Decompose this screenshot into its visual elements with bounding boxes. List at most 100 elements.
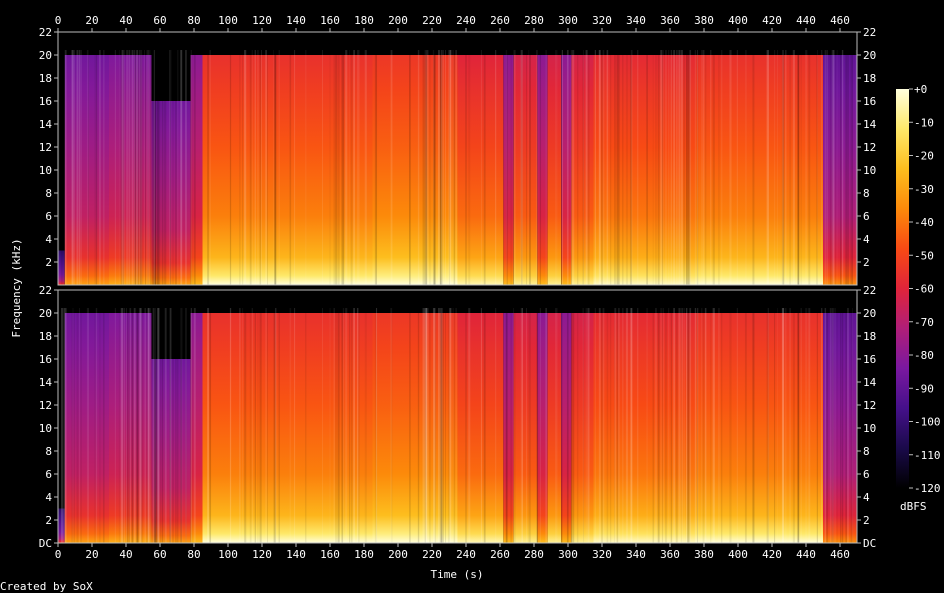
- spectrogram-texture-ch1: [356, 50, 359, 285]
- spectrogram-texture-ch2: [163, 308, 165, 543]
- spectrogram-texture-ch1: [616, 50, 619, 285]
- spectrogram-texture-ch1: [438, 50, 440, 285]
- spectrogram-segment-ch2: [372, 313, 458, 543]
- spectrogram-texture-ch2: [495, 308, 497, 543]
- spectrogram-texture-ch1: [646, 50, 648, 285]
- spectrogram-texture-ch2: [468, 308, 471, 543]
- spectrogram-texture-ch2: [180, 308, 182, 543]
- spectrogram-texture-ch1: [689, 50, 692, 285]
- spectrogram-texture-ch2: [681, 308, 682, 543]
- spectrogram-texture-ch2: [274, 308, 276, 543]
- spectrogram-texture-ch1: [433, 50, 435, 285]
- spectrogram-texture-ch1: [577, 50, 579, 285]
- spectrogram-texture-ch2: [840, 308, 842, 543]
- spectrogram-texture-ch2: [587, 308, 590, 543]
- spectrogram-texture-ch2: [521, 308, 523, 543]
- spectrogram-texture-ch1: [834, 50, 836, 285]
- spectrogram-texture-ch2: [417, 308, 419, 543]
- y-tick-label: 10: [39, 164, 52, 177]
- spectrogram-texture-ch1: [582, 50, 584, 285]
- spectrogram-texture-ch2: [58, 308, 60, 543]
- spectrogram-texture-ch1: [555, 50, 557, 285]
- spectrogram-texture-ch2: [629, 308, 632, 543]
- spectrogram-texture-ch1: [852, 50, 853, 285]
- spectrogram-texture-ch2: [353, 308, 355, 543]
- spectrogram-texture-ch1: [141, 50, 143, 285]
- spectrogram-segment-ch2: [593, 313, 696, 543]
- spectrogram-texture-ch2: [147, 308, 149, 543]
- spectrogram-segment-ch2: [202, 313, 373, 543]
- spectrogram-texture-ch1: [433, 50, 436, 285]
- spectrogram-texture-ch2: [583, 308, 585, 543]
- y-tick-label: 18: [863, 72, 876, 85]
- spectrogram-texture-ch1: [424, 50, 427, 285]
- y-tick-label: DC: [863, 537, 876, 550]
- spectrogram-texture-ch1: [816, 50, 818, 285]
- spectrogram-segment-ch1: [537, 55, 548, 285]
- spectrogram-texture-ch1: [260, 50, 262, 285]
- spectrogram-texture-ch2: [157, 308, 160, 543]
- spectrogram-texture-ch1: [341, 50, 344, 285]
- spectrogram-texture-ch1: [453, 50, 456, 285]
- spectrogram-segment-ch1: [547, 55, 562, 285]
- y-axis-label: Frequency (kHz): [10, 238, 23, 337]
- spectrogram-texture-ch2: [585, 308, 588, 543]
- spectrogram-texture-ch1: [170, 50, 172, 285]
- y-tick-label: 20: [863, 307, 876, 320]
- spectrogram-texture-ch2: [444, 308, 446, 543]
- spectrogram-texture-ch1: [701, 50, 703, 285]
- spectrogram-texture-ch1: [774, 50, 776, 285]
- spectrogram-texture-ch2: [73, 308, 75, 543]
- spectrogram-texture-ch2: [646, 308, 648, 543]
- spectrogram-texture-ch2: [852, 308, 853, 543]
- spectrogram-texture-ch2: [64, 308, 67, 543]
- spectrogram-texture-ch2: [630, 308, 633, 543]
- spectrogram-texture-ch2: [582, 308, 584, 543]
- spectrogram-texture-ch2: [329, 308, 331, 543]
- y-tick-label: DC: [39, 537, 52, 550]
- spectrogram-texture-ch1: [847, 50, 849, 285]
- spectrogram-texture-ch1: [154, 50, 157, 285]
- spectrogram-texture-ch2: [520, 308, 523, 543]
- spectrogram-texture-ch2: [687, 308, 690, 543]
- spectrogram-texture-ch2: [164, 308, 167, 543]
- y-tick-label: 12: [863, 141, 876, 154]
- colorbar-label: dBFS: [900, 500, 927, 513]
- spectrogram-texture-ch1: [153, 50, 155, 285]
- x-tick-label: 20: [85, 548, 98, 561]
- spectrogram-texture-ch2: [273, 308, 274, 543]
- x-tick-label: 380: [694, 14, 714, 27]
- x-tick-label: 180: [354, 14, 374, 27]
- spectrogram-texture-ch2: [440, 308, 441, 543]
- spectrogram-texture-ch2: [774, 308, 776, 543]
- spectrogram-texture-ch1: [124, 50, 125, 285]
- spectrogram-texture-ch1: [792, 50, 795, 285]
- spectrogram-texture-ch1: [824, 50, 827, 285]
- spectrogram-texture-ch2: [439, 308, 442, 543]
- spectrogram-texture-ch1: [64, 50, 67, 285]
- spectrogram-texture-ch2: [155, 308, 158, 543]
- spectrogram-texture-ch1: [146, 50, 148, 285]
- spectrogram-texture-ch1: [136, 50, 139, 285]
- colorbar-tick-label: -120: [914, 482, 941, 495]
- spectrogram-texture-ch1: [422, 50, 425, 285]
- spectrogram-texture-ch1: [598, 50, 600, 285]
- spectrogram-texture-ch2: [781, 308, 784, 543]
- spectrogram-texture-ch1: [850, 50, 853, 285]
- spectrogram-texture-ch1: [134, 50, 137, 285]
- x-tick-label: 240: [456, 548, 476, 561]
- spectrogram-texture-ch1: [409, 50, 411, 285]
- spectrogram-texture-ch1: [144, 50, 145, 285]
- spectrogram-texture-ch2: [694, 308, 696, 543]
- spectrogram-texture-ch1: [294, 50, 296, 285]
- spectrogram-texture-ch2: [157, 308, 160, 543]
- spectrogram-texture-ch2: [335, 308, 338, 543]
- spectrogram-texture-ch2: [767, 308, 769, 543]
- spectrogram-segment-ch1: [372, 55, 458, 285]
- spectrogram-texture-ch2: [137, 308, 140, 543]
- spectrogram-texture-ch1: [704, 50, 707, 285]
- spectrogram-texture-ch2: [660, 308, 663, 543]
- spectrogram-texture-ch1: [797, 50, 800, 285]
- spectrogram-texture-ch2: [622, 308, 624, 543]
- spectrogram-segment-ch1: [202, 55, 373, 285]
